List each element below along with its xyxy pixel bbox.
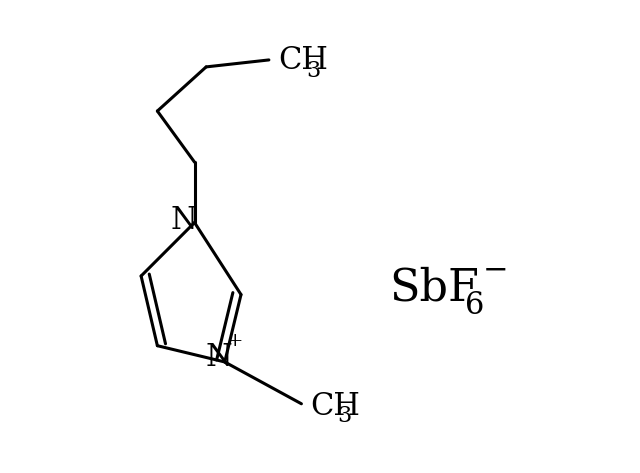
Text: −: −	[483, 254, 508, 286]
Text: N: N	[171, 205, 198, 236]
Text: +: +	[227, 332, 243, 350]
Text: CH: CH	[310, 391, 360, 421]
Text: CH: CH	[278, 45, 328, 76]
Text: N: N	[206, 342, 232, 373]
Text: 3: 3	[338, 405, 352, 427]
Text: SbF: SbF	[390, 266, 479, 309]
Text: 3: 3	[306, 60, 320, 82]
Text: 6: 6	[465, 290, 484, 321]
